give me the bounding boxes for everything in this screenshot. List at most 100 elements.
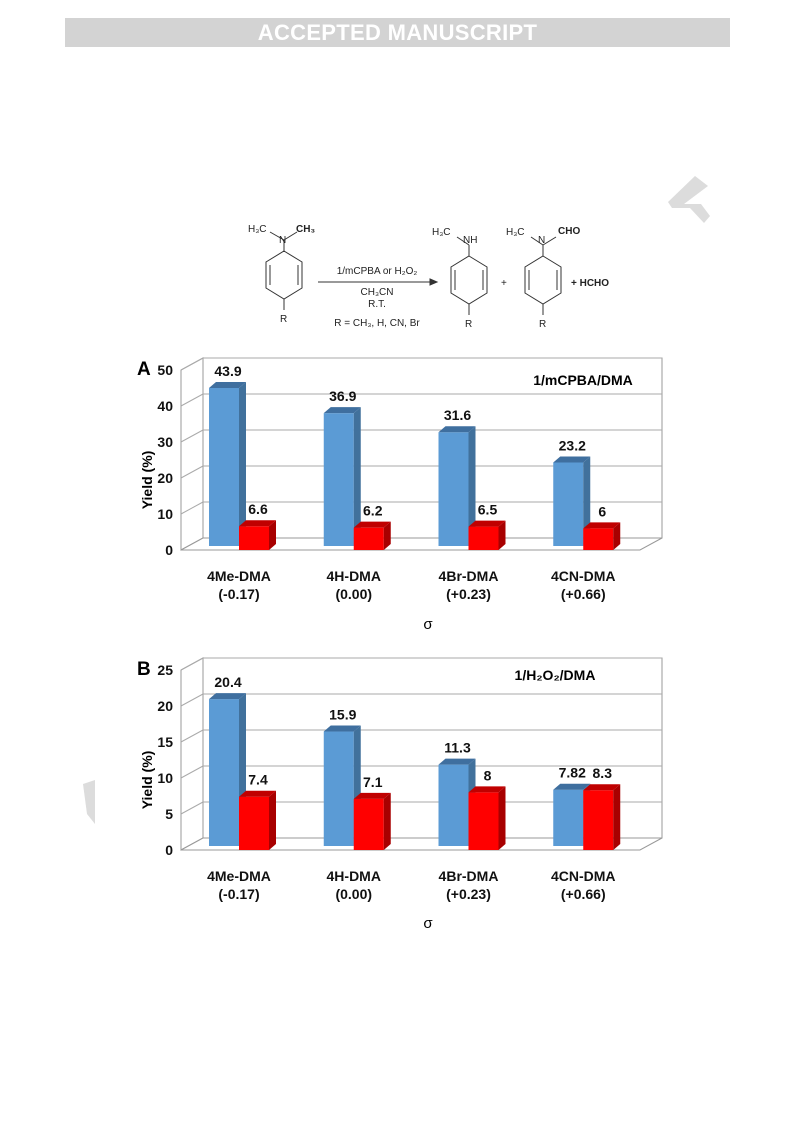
- gridline-side: [180, 693, 204, 707]
- bar-top: [583, 522, 621, 529]
- x-tick-label: 4CN-DMA: [551, 868, 616, 884]
- floor: [180, 537, 663, 551]
- bar-front: [323, 413, 354, 546]
- gridline-side: [180, 729, 204, 743]
- data-label: 6: [598, 503, 606, 519]
- y-axis-label: Yield (%): [139, 451, 155, 510]
- bar-side: [383, 792, 391, 850]
- bar-front: [468, 792, 499, 850]
- chart-title: 1/mCPBA/DMA: [533, 372, 633, 388]
- data-label: 6.5: [478, 502, 498, 518]
- bar-front: [353, 798, 384, 850]
- bar-top: [239, 520, 276, 527]
- y-tick-label: 20: [157, 698, 173, 714]
- bar-top: [239, 790, 276, 797]
- x-tick-sublabel: (+0.23): [446, 886, 491, 902]
- gridline-side: [180, 357, 204, 371]
- data-label: 7.1: [363, 774, 383, 790]
- arrow-reagent-label: 1/mCPBA or H₂O₂: [337, 266, 418, 277]
- gridline-side: [180, 765, 204, 779]
- x-tick-label: 4H-DMA: [327, 868, 381, 884]
- product2-methyl: H₃C: [506, 227, 525, 238]
- bar-top: [323, 725, 361, 732]
- arrow-temperature-label: R.T.: [368, 299, 386, 310]
- y-tick-label: 40: [157, 398, 173, 414]
- y-tick-label: 10: [157, 770, 173, 786]
- bar-top: [209, 381, 246, 388]
- reactant-nitrogen: N: [279, 235, 286, 246]
- product2-r-group: R: [539, 319, 546, 330]
- bar-top: [438, 426, 476, 433]
- gridline-side: [180, 657, 204, 671]
- panel-label: A: [137, 359, 151, 380]
- bar-front: [583, 528, 614, 550]
- bar-side: [269, 790, 276, 850]
- bar-side: [353, 407, 361, 546]
- data-label: 8: [484, 767, 492, 783]
- x-tick-label: 4Br-DMA: [439, 568, 499, 584]
- product2-formyl: CHO: [558, 226, 580, 237]
- y-tick-label: 50: [157, 362, 173, 378]
- panel-label: B: [137, 659, 151, 680]
- accepted-manuscript-banner: ACCEPTED MANUSCRIPT: [65, 18, 730, 47]
- bar-side: [613, 522, 621, 550]
- floor: [180, 837, 663, 851]
- bar-front: [553, 789, 584, 846]
- reactant-methyl-left: H₃C: [248, 224, 267, 235]
- reaction-scheme: H₃C N CH₃ R 1/mCPBA or H₂O₂ CH₃CN R.T. R…: [248, 224, 609, 330]
- bar-front: [583, 790, 614, 850]
- data-label: 43.9: [214, 363, 241, 379]
- gridline-side: [180, 465, 204, 479]
- bar-side: [613, 784, 621, 850]
- x-tick-sublabel: (-0.17): [218, 886, 259, 902]
- bar-top: [468, 520, 506, 527]
- y-tick-label: 25: [157, 662, 173, 678]
- y-tick-label: 20: [157, 470, 173, 486]
- x-tick-sublabel: (+0.23): [446, 586, 491, 602]
- x-tick-label: 4Me-DMA: [207, 868, 271, 884]
- bar-top: [209, 693, 246, 700]
- left-wall: [180, 357, 204, 551]
- chart-a: 0 10 20 30 40 50 43.9 6.6 4Me-DMA (-0.17) 36.9 6.2 4…: [137, 357, 663, 633]
- data-label: 31.6: [444, 407, 471, 423]
- bar-front: [468, 526, 499, 550]
- bar-front: [438, 432, 469, 546]
- bar-front: [239, 526, 269, 550]
- reactant-methyl-right: CH₃: [296, 224, 315, 235]
- bar-front: [239, 796, 269, 850]
- data-label: 20.4: [214, 674, 241, 690]
- x-tick-sublabel: (-0.17): [218, 586, 259, 602]
- r-group-definition: R = CH₃, H, CN, Br: [334, 318, 420, 329]
- x-axis-label: σ: [423, 616, 433, 633]
- bar-front: [553, 462, 584, 546]
- data-label: 7.82: [559, 765, 586, 781]
- chart-b: 0 5 10 15 20 25 20.4 7.4 4Me-DMA (-0.17) 15.9 7.1 4H…: [137, 657, 663, 932]
- y-tick-label: 0: [165, 542, 173, 558]
- bar-side: [498, 786, 506, 850]
- bar-front: [209, 699, 239, 846]
- product1-amine: NH: [463, 235, 477, 246]
- data-label: 36.9: [329, 388, 356, 404]
- x-tick-sublabel: (0.00): [335, 886, 372, 902]
- x-tick-label: 4Me-DMA: [207, 568, 271, 584]
- bar-side: [583, 456, 591, 546]
- bar-side: [239, 381, 246, 546]
- x-tick-label: 4Br-DMA: [439, 868, 499, 884]
- corner-mark-decoration: [668, 176, 710, 223]
- side-mark-decoration: [83, 780, 95, 824]
- data-label: 7.4: [248, 772, 268, 788]
- x-tick-sublabel: (+0.66): [561, 586, 606, 602]
- bar-side: [468, 426, 476, 546]
- bar-side: [383, 521, 391, 550]
- bar-side: [269, 520, 276, 550]
- gridline-side: [180, 429, 204, 443]
- data-label: 23.2: [559, 437, 586, 453]
- bar-top: [353, 792, 391, 799]
- y-tick-label: 10: [157, 506, 173, 522]
- bar-front: [353, 527, 384, 550]
- bar-front: [323, 731, 354, 846]
- bar-side: [498, 520, 506, 550]
- bar-top: [468, 786, 506, 793]
- data-label: 8.3: [593, 765, 613, 781]
- x-tick-label: 4H-DMA: [327, 568, 381, 584]
